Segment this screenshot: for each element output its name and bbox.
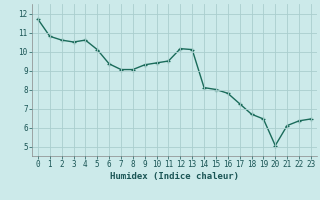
X-axis label: Humidex (Indice chaleur): Humidex (Indice chaleur) (110, 172, 239, 181)
